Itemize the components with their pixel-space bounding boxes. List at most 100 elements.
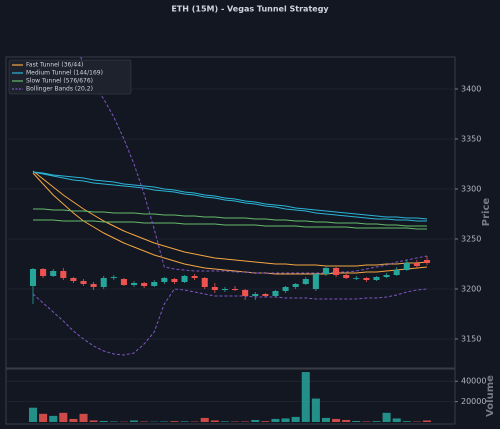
volume-bar <box>372 421 381 422</box>
volume-bar <box>261 421 270 422</box>
volume-bar <box>281 418 290 422</box>
candle-body <box>272 291 279 296</box>
volume-bar <box>129 420 139 422</box>
candle-body <box>181 276 188 282</box>
indicator-line <box>33 208 427 227</box>
volume-bar <box>352 420 361 422</box>
volume-bar <box>382 412 391 422</box>
candle-body <box>232 289 239 290</box>
y-axis-label: Volume <box>485 375 496 417</box>
volume-bar <box>241 421 250 422</box>
volume-bar <box>59 412 68 422</box>
legend <box>8 59 132 95</box>
y-tick-label: 3250 <box>461 235 481 244</box>
candle-body <box>423 260 431 263</box>
candle-body <box>353 278 360 279</box>
candle-body <box>403 263 410 270</box>
candle-body <box>50 271 57 276</box>
candle-body <box>393 270 400 275</box>
candle-body <box>413 263 420 266</box>
candle-body <box>302 279 309 284</box>
volume-bar <box>200 417 209 422</box>
volume-bar <box>99 420 108 422</box>
volume-bar <box>301 372 310 422</box>
candle-body <box>363 278 370 280</box>
volume-bar <box>220 421 229 422</box>
candle-body <box>221 289 228 290</box>
chart-title: ETH (15M) - Vegas Tunnel Strategy <box>171 5 329 14</box>
candle-body <box>322 268 330 274</box>
legend-label: Fast Tunnel (36/44) <box>26 62 83 69</box>
candle-body <box>120 279 127 285</box>
y-tick-label: 40000 <box>461 377 486 386</box>
volume-bar <box>342 419 351 422</box>
y-tick-label: 3350 <box>461 135 481 144</box>
candle-body <box>262 294 269 296</box>
candle-body <box>333 268 340 275</box>
volume-bar <box>28 407 38 422</box>
indicator-line <box>32 171 428 220</box>
candle-body <box>252 294 259 296</box>
candle-body <box>242 290 249 296</box>
volume-bar <box>402 421 411 422</box>
candle-body <box>60 271 67 278</box>
candle-body <box>29 269 37 286</box>
volume-bar <box>89 420 98 422</box>
candle-body <box>141 283 148 286</box>
indicator-line <box>32 170 428 267</box>
candle-body <box>90 284 97 287</box>
volume-bar <box>392 418 401 422</box>
volume-bar <box>109 421 118 422</box>
y-tick-label: 3200 <box>461 285 481 294</box>
volume-bar <box>422 420 432 422</box>
indicator-line <box>32 171 427 222</box>
indicator-line <box>33 219 427 230</box>
candle-body <box>80 281 87 284</box>
legend-label: Medium Tunnel (144/169) <box>26 70 103 77</box>
volume-bar <box>210 420 219 422</box>
volume-bar <box>39 413 48 422</box>
volume-bar <box>332 418 341 422</box>
candle-body <box>70 278 77 281</box>
volume-bar <box>311 398 320 422</box>
candle-body <box>130 283 138 285</box>
legend-label: Bollinger Bands (20,2) <box>26 86 93 93</box>
volume-bar <box>271 418 280 422</box>
volume-bar <box>291 416 300 422</box>
candle-body <box>383 275 390 277</box>
volume-bar <box>180 421 189 422</box>
candle-body <box>312 274 319 289</box>
volume-bar <box>140 421 149 422</box>
volume-bar <box>170 421 179 422</box>
indicator-line <box>32 172 428 275</box>
legend-label: Slow Tunnel (576/676) <box>26 78 93 85</box>
volume-bar <box>49 415 58 422</box>
y-tick-label: 3300 <box>461 185 481 194</box>
candle-body <box>373 277 380 280</box>
candle-body <box>211 287 218 290</box>
y-tick-label: 3400 <box>461 85 481 94</box>
candle-body <box>191 276 198 278</box>
volume-bar <box>362 421 371 422</box>
candle-body <box>171 279 178 282</box>
volume-bar <box>321 417 331 422</box>
volume-bar <box>69 418 78 422</box>
candle-body <box>282 287 289 291</box>
y-tick-label: 3150 <box>461 335 481 344</box>
volume-bar <box>160 421 169 422</box>
candle-body <box>100 278 107 287</box>
volume-bar <box>251 419 260 422</box>
candle-body <box>161 278 168 282</box>
candle-body <box>292 284 299 287</box>
y-axis-label: Price <box>481 198 492 227</box>
indicator-line <box>32 288 428 356</box>
price-panel <box>5 56 456 369</box>
candle-body <box>110 277 117 278</box>
indicator-line <box>80 57 428 274</box>
candle-body <box>343 275 350 278</box>
candle-body <box>151 282 158 286</box>
candle-body <box>201 278 208 287</box>
candle-body <box>40 269 47 276</box>
y-tick-label: 20000 <box>461 397 486 406</box>
